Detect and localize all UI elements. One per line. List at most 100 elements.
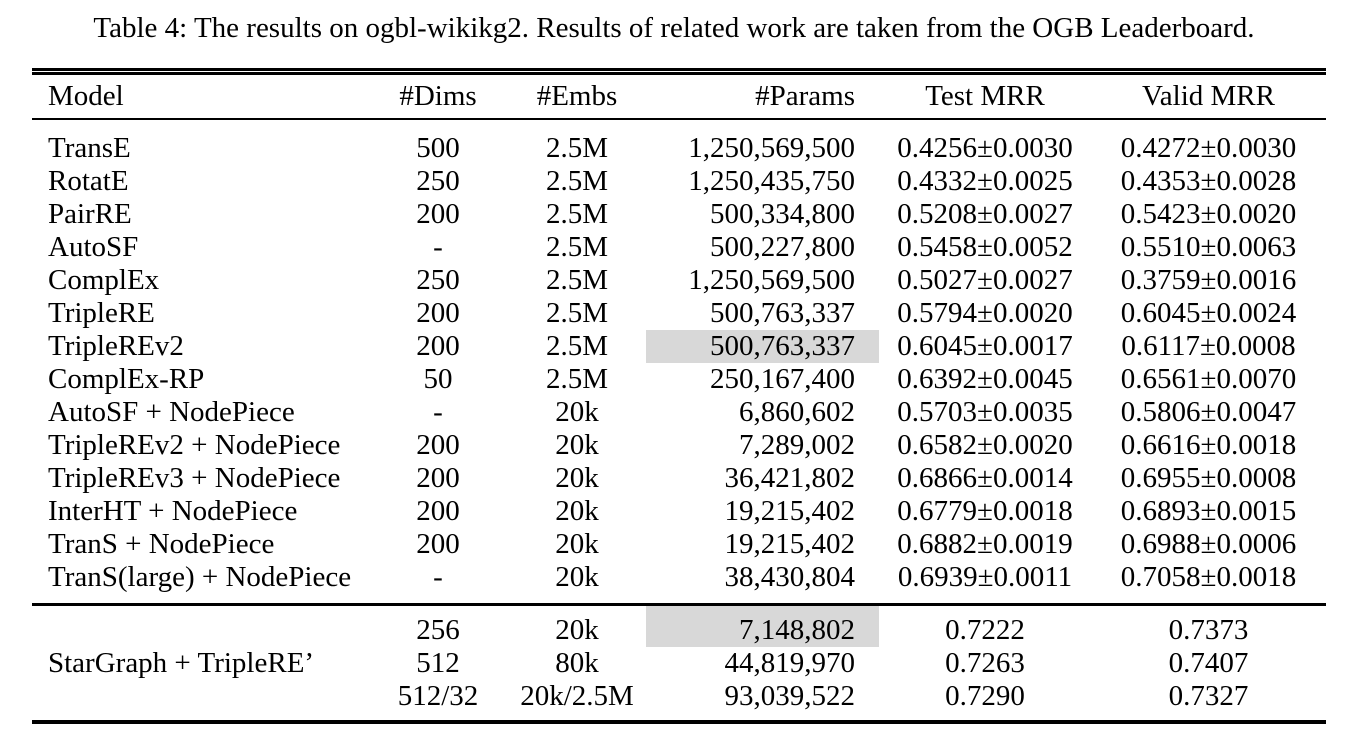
test-cell: 0.6866±0.0014 bbox=[897, 462, 1073, 494]
embs-cell: 2.5M bbox=[545, 198, 609, 230]
test-cell: 0.6882±0.0019 bbox=[897, 528, 1073, 560]
separator-row bbox=[32, 594, 1326, 604]
params-cell: 19,215,402 bbox=[724, 495, 856, 527]
model-cell: PairRE bbox=[48, 198, 132, 230]
test-cell: 0.7290 bbox=[945, 679, 1025, 712]
table-row: RotatE 250 2.5M 1,250,435,750 0.4332±0.0025 0… bbox=[32, 165, 1326, 198]
dims-cell: 200 bbox=[416, 198, 460, 230]
separator-cell bbox=[32, 594, 1326, 604]
params-cell: 500,763,337 bbox=[646, 330, 879, 363]
model-cell: TranS(large) + NodePiece bbox=[48, 561, 352, 593]
table-row: TripleRE 200 2.5M 500,763,337 0.5794±0.0020 0… bbox=[32, 297, 1326, 330]
dims-cell: 256 bbox=[416, 613, 460, 646]
model-cell: TripleRE bbox=[48, 297, 155, 329]
embs-cell: 20k bbox=[555, 561, 599, 593]
dims-cell: - bbox=[433, 561, 443, 593]
model-cell: TranS + NodePiece bbox=[48, 528, 275, 560]
col-header-test-mrr: Test MRR bbox=[925, 80, 1045, 112]
test-cell: 0.5703±0.0035 bbox=[897, 396, 1073, 428]
model-cell: ComplEx-RP bbox=[48, 363, 205, 395]
params-cell: 1,250,435,750 bbox=[688, 165, 855, 197]
valid-cell: 0.6117±0.0008 bbox=[1121, 330, 1296, 362]
section-separator bbox=[32, 594, 1326, 604]
params-cell: 93,039,522 bbox=[724, 679, 856, 712]
table-row: AutoSF - 2.5M 500,227,800 0.5458±0.0052 0.551… bbox=[32, 231, 1326, 264]
embs-cell: 2.5M bbox=[545, 297, 609, 329]
stargraph-body: StarGraph + TripleRE’ 256 20k 7,148,802 0.72… bbox=[32, 604, 1326, 713]
table-caption: Table 4: The results on ogbl-wikikg2. Re… bbox=[93, 12, 1255, 44]
table-row: TransE 500 2.5M 1,250,569,500 0.4256±0.0030 0… bbox=[32, 119, 1326, 165]
test-cell: 0.4256±0.0030 bbox=[897, 132, 1073, 164]
table-row: TripleREv3 + NodePiece 200 20k 36,421,802 0.… bbox=[32, 462, 1326, 495]
dims-cell: 500 bbox=[416, 132, 460, 164]
dims-cell: 200 bbox=[416, 462, 460, 494]
dims-cell: 200 bbox=[416, 330, 460, 362]
embs-cell: 2.5M bbox=[545, 132, 609, 164]
params-cell: 36,421,802 bbox=[724, 462, 856, 494]
embs-cell: 20k bbox=[555, 528, 599, 560]
model-cell: AutoSF + NodePiece bbox=[48, 396, 295, 428]
test-cell: 0.5208±0.0027 bbox=[897, 198, 1073, 230]
table-row: ComplEx 250 2.5M 1,250,569,500 0.5027±0.0027… bbox=[32, 264, 1326, 297]
dims-cell: 512/32 bbox=[397, 679, 479, 712]
params-cell: 500,227,800 bbox=[710, 231, 855, 263]
dims-cell: 250 bbox=[416, 165, 460, 197]
embs-cell: 2.5M bbox=[545, 231, 609, 263]
table-row: TranS(large) + NodePiece - 20k 38,430,804 0.… bbox=[32, 561, 1326, 594]
embs-cell: 20k bbox=[555, 613, 599, 646]
params-cell: 38,430,804 bbox=[724, 561, 856, 593]
dims-cell: 512 bbox=[416, 646, 460, 679]
model-cell: TransE bbox=[48, 132, 131, 164]
model-cell: StarGraph + TripleRE’ bbox=[48, 646, 315, 679]
test-cell: 0.6779±0.0018 bbox=[897, 495, 1073, 527]
table-row: TripleREv2 + NodePiece 200 20k 7,289,002 0.6… bbox=[32, 429, 1326, 462]
model-cell: ComplEx bbox=[48, 264, 160, 296]
valid-cell: 0.6955±0.0008 bbox=[1120, 462, 1297, 494]
model-cell: TripleREv2 + NodePiece bbox=[48, 429, 341, 461]
valid-cell: 0.5423±0.0020 bbox=[1120, 198, 1297, 230]
header-row: Model #Dims #Embs #Params Test MRR Valid… bbox=[32, 75, 1326, 119]
params-cell: 500,763,337 bbox=[710, 297, 855, 329]
embs-cell: 20k bbox=[555, 396, 599, 428]
valid-cell: 0.6045±0.0024 bbox=[1120, 297, 1297, 329]
embs-cell: 2.5M bbox=[545, 264, 609, 296]
valid-cell: 0.4353±0.0028 bbox=[1120, 165, 1297, 197]
test-cell: 0.4332±0.0025 bbox=[897, 165, 1073, 197]
model-cell: RotatE bbox=[48, 165, 129, 197]
dims-cell: - bbox=[433, 231, 443, 263]
embs-cell: 20k bbox=[555, 495, 599, 527]
results-table-wrap: Model #Dims #Embs #Params Test MRR Valid… bbox=[32, 68, 1326, 724]
table-row: 512/32 20k/2.5M 93,039,522 0.7290 0.7327 bbox=[32, 680, 1326, 713]
col-header-model: Model bbox=[48, 80, 124, 112]
valid-cell: 0.6616±0.0018 bbox=[1120, 429, 1297, 461]
bottom-rule bbox=[32, 719, 1326, 724]
table-row: ComplEx-RP 50 2.5M 250,167,400 0.6392±0.0045… bbox=[32, 363, 1326, 396]
test-cell: 0.5458±0.0052 bbox=[897, 231, 1073, 263]
embs-cell: 2.5M bbox=[545, 330, 609, 362]
valid-cell: 0.5510±0.0063 bbox=[1120, 231, 1297, 263]
dims-cell: 50 bbox=[423, 363, 453, 395]
col-header-dims: #Dims bbox=[399, 80, 477, 112]
params-cell: 44,819,970 bbox=[724, 646, 856, 679]
valid-cell: 0.6893±0.0015 bbox=[1120, 495, 1297, 527]
embs-cell: 20k/2.5M bbox=[520, 679, 634, 712]
test-cell: 0.5794±0.0020 bbox=[897, 297, 1073, 329]
embs-cell: 20k bbox=[555, 462, 599, 494]
table-row: TripleREv2 200 2.5M 500,763,337 0.6045±0.001… bbox=[32, 330, 1326, 363]
model-cell: TripleREv3 + NodePiece bbox=[48, 462, 341, 494]
valid-cell: 0.4272±0.0030 bbox=[1120, 132, 1297, 164]
dims-cell: - bbox=[433, 396, 443, 428]
valid-cell: 0.7327 bbox=[1168, 679, 1249, 712]
embs-cell: 2.5M bbox=[545, 363, 609, 395]
valid-cell: 0.5806±0.0047 bbox=[1120, 396, 1297, 428]
params-cell: 1,250,569,500 bbox=[688, 264, 855, 296]
params-cell: 1,250,569,500 bbox=[688, 132, 855, 164]
top-rule bbox=[32, 68, 1326, 75]
results-table: Model #Dims #Embs #Params Test MRR Valid… bbox=[32, 75, 1326, 713]
test-cell: 0.6582±0.0020 bbox=[897, 429, 1073, 461]
valid-cell: 0.7373 bbox=[1168, 613, 1249, 646]
table-row: TranS + NodePiece 200 20k 19,215,402 0.6882±… bbox=[32, 528, 1326, 561]
params-cell: 250,167,400 bbox=[710, 363, 855, 395]
table-row: 512 80k 44,819,970 0.7263 0.7407 bbox=[32, 647, 1326, 680]
test-cell: 0.6392±0.0045 bbox=[897, 363, 1073, 395]
